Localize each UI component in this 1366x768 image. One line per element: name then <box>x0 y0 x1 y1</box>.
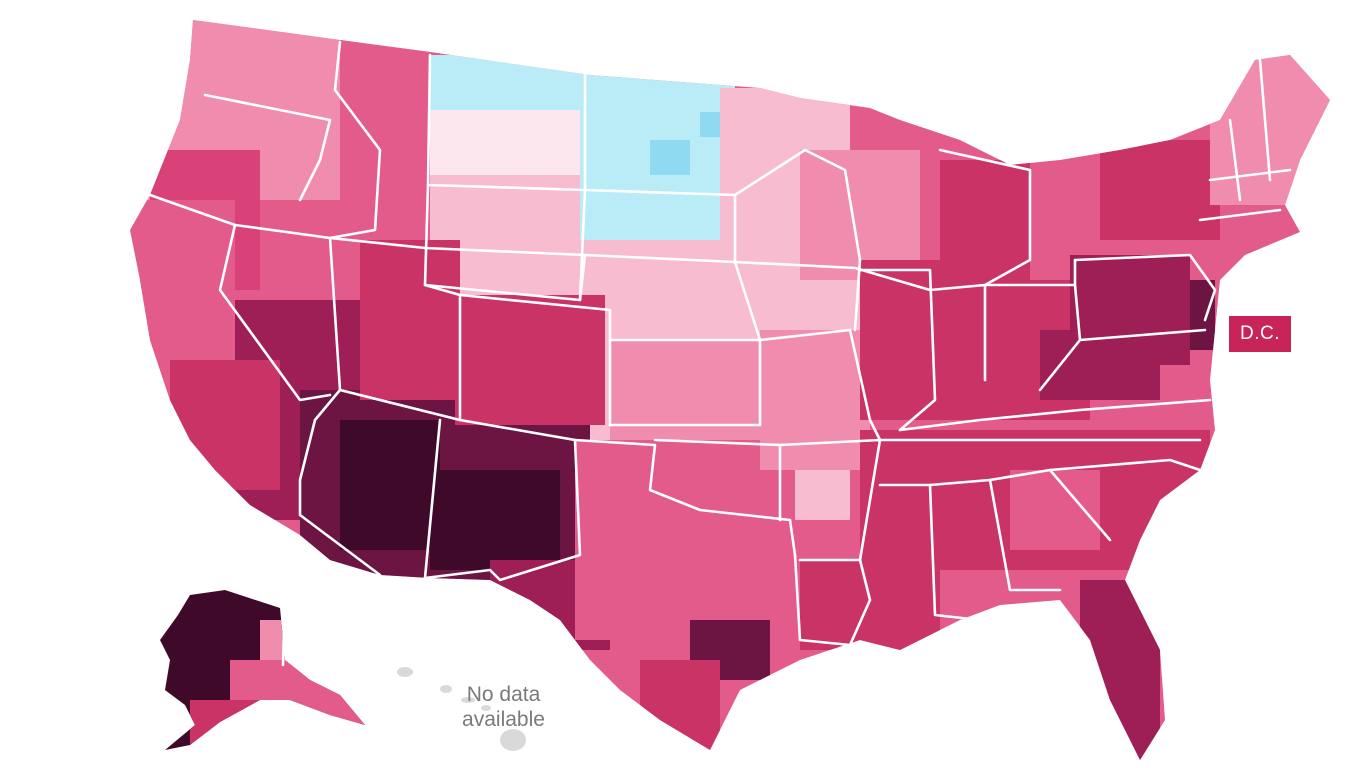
hawaii <box>397 667 526 751</box>
no-data-line-2: available <box>462 708 545 731</box>
no-data-note: No data available <box>446 682 561 732</box>
alaska-border <box>281 598 287 667</box>
no-data-line-1: No data <box>466 683 541 706</box>
contiguous-us <box>130 20 1330 760</box>
dc-label: D.C. <box>1229 316 1291 352</box>
state-boundaries <box>148 40 1292 647</box>
alaska <box>160 590 365 750</box>
